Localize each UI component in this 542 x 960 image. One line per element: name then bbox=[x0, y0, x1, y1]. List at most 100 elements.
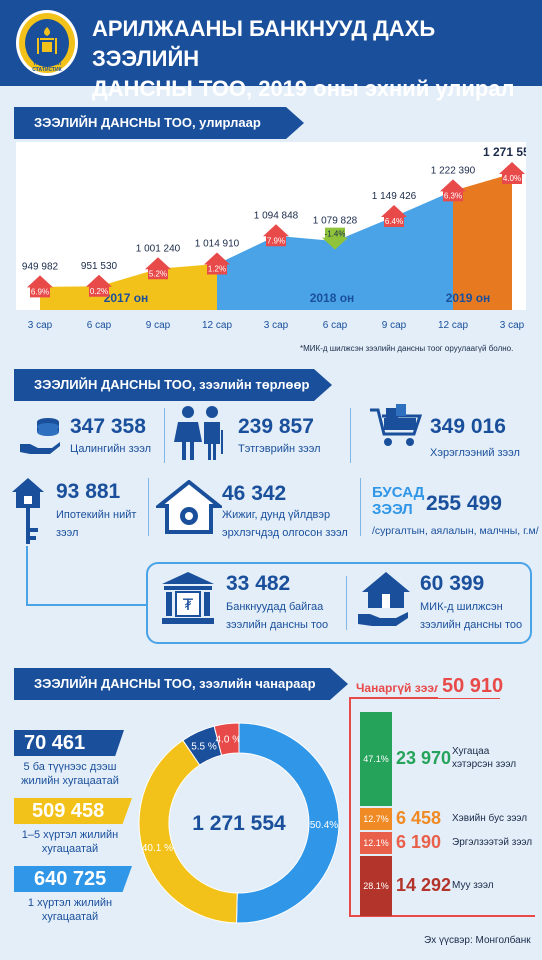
nonperforming-bar: 47.1% bbox=[360, 712, 392, 806]
salary-loan-label: Цалингийн зээл bbox=[70, 443, 152, 455]
svg-text:6.4%: 6.4% bbox=[385, 217, 403, 226]
change-badge: 7.9% bbox=[263, 224, 289, 247]
value-label: 1 001 240 bbox=[136, 243, 181, 254]
x-tick-label: 3 сар bbox=[500, 320, 525, 331]
area-2019 bbox=[453, 172, 512, 310]
svg-text:0.2%: 0.2% bbox=[90, 287, 108, 296]
title-line-2: ДАНСНЫ ТОО, 2019 оны эхний улирал bbox=[92, 76, 515, 101]
mik-loan-label-2: зээлийн дансны тоо bbox=[420, 619, 523, 631]
nonperforming-value: 6 190 bbox=[396, 832, 442, 852]
value-label: 1 014 910 bbox=[195, 238, 240, 249]
year-label: 2017 он bbox=[104, 291, 149, 305]
divider bbox=[164, 408, 165, 463]
value-label: 1 271 554* bbox=[483, 145, 526, 159]
header-banner bbox=[0, 0, 542, 86]
donut-total: 1 271 554 bbox=[192, 812, 286, 835]
item-under1-label-2: хугацаатай bbox=[41, 911, 99, 923]
item-5plus-label-2: жилийн хугацаатай bbox=[21, 775, 119, 787]
x-tick-label: 6 сар bbox=[323, 320, 348, 331]
chart-footnote: *МИК-д шилжсэн зээлийн дансны тоог оруул… bbox=[300, 344, 514, 353]
mortgage-breakdown-box bbox=[146, 562, 532, 644]
x-tick-label: 12 сар bbox=[202, 320, 232, 331]
nonperforming-label-1: Хэвийн бус зээл bbox=[452, 813, 528, 824]
value-label: 1 222 390 bbox=[431, 165, 476, 176]
other-loan-label: /сургалтын, аялалын, малчны, г.м/ bbox=[372, 525, 539, 537]
donut-slice-label: 5.5 % bbox=[191, 742, 217, 753]
item-under1-label-1: 1 хүртэл жилийн bbox=[27, 897, 113, 909]
item-1to5-value: 509 458 bbox=[32, 800, 105, 822]
logo-text: ҮНДЭСНИЙ СТАТИСТИК bbox=[32, 61, 62, 73]
change-badge: 0.2% bbox=[86, 274, 112, 297]
year-label: 2019 он bbox=[446, 291, 491, 305]
svg-text:6.9%: 6.9% bbox=[31, 287, 49, 296]
svg-text:-1.4%: -1.4% bbox=[325, 230, 346, 239]
other-loan-prefix: БУСАД ЗЭЭЛ bbox=[372, 484, 424, 518]
nonperforming-label-2: хэтэрсэн зээл bbox=[452, 759, 517, 770]
bank-loan-label-2: зээлийн дансны тоо bbox=[226, 619, 329, 631]
loan-term-donut: 5.5 %4.0 % 50.4% 40.1 % bbox=[138, 722, 340, 924]
divider bbox=[346, 576, 347, 630]
house-gear-icon bbox=[156, 480, 222, 534]
title-line-1: АРИЛЖААНЫ БАНКНУУД ДАХЬ ЗЭЭЛИЙН bbox=[92, 16, 436, 71]
change-badge: 1.2% bbox=[204, 252, 230, 275]
divider bbox=[148, 478, 149, 536]
other-loan-prefix-1: БУСАД bbox=[372, 484, 425, 501]
section-quality-title: ЗЭЭЛИЙН ДАНСНЫ ТОО, зээлийн чанараар bbox=[14, 668, 348, 700]
x-tick-label: 9 сар bbox=[382, 320, 407, 331]
change-badge: 6.4% bbox=[381, 205, 407, 228]
soyombo-icon bbox=[37, 27, 57, 54]
nonperforming-bar: 28.1% bbox=[360, 856, 392, 916]
divider bbox=[350, 408, 351, 463]
nonperforming-label-1: Муу зээл bbox=[452, 880, 494, 891]
bank-loan-value: 33 482 bbox=[226, 572, 291, 595]
mortgage-loan-label-1: Ипотекийн нийт bbox=[56, 509, 137, 521]
item-under1-bg bbox=[14, 866, 132, 892]
section-quarterly-title: ЗЭЭЛИЙН ДАНСНЫ ТОО, улирлаар bbox=[14, 107, 304, 139]
nonperforming-bracket bbox=[349, 697, 535, 917]
value-label: 1 094 848 bbox=[254, 210, 299, 221]
item-1to5-label: 1–5 хүртэл жилийн хугацаатай bbox=[0, 828, 140, 856]
consumer-loan-label: Хэрэглээний зээл bbox=[430, 447, 520, 459]
sme-loan-label-1: Жижиг, дунд үйлдвэр bbox=[222, 509, 331, 521]
bank-loan-label-1: Банкнуудад байгаа bbox=[226, 601, 324, 613]
quarterly-area-chart: 2017 он 2018 он 2019 он 6.9% 949 982 3 сар 0.2… bbox=[16, 142, 526, 331]
nonperforming-bar: 12.1% bbox=[360, 832, 392, 854]
x-tick-label: 3 сар bbox=[28, 320, 53, 331]
x-tick-label: 6 сар bbox=[87, 320, 112, 331]
donut-slice-label: 4.0 % bbox=[216, 735, 242, 746]
item-under1-label: 1 хүртэл жилийн хугацаатай bbox=[0, 896, 140, 924]
page-title: АРИЛЖААНЫ БАНКНУУД ДАХЬ ЗЭЭЛИЙН ДАНСНЫ Т… bbox=[92, 14, 542, 104]
sme-loan-value: 46 342 bbox=[222, 482, 287, 505]
value-label: 949 982 bbox=[22, 261, 59, 272]
consumer-loan-value: 349 016 bbox=[430, 415, 506, 438]
svg-text:6.3%: 6.3% bbox=[444, 191, 462, 200]
item-5plus-value: 70 461 bbox=[24, 732, 86, 754]
shopping-cart-icon bbox=[370, 404, 423, 446]
item-5plus-label-1: 5 ба түүнээс дээш bbox=[23, 761, 117, 773]
nonperforming-value: 23 970 bbox=[396, 748, 452, 768]
mik-loan-label-1: МИК-д шилжсэн bbox=[420, 601, 503, 613]
value-label: 951 530 bbox=[81, 261, 118, 272]
change-badge: 6.3% bbox=[440, 179, 466, 202]
donut-slice-label: 40.1 % bbox=[142, 843, 173, 854]
connector-line bbox=[26, 604, 148, 606]
divider bbox=[360, 478, 361, 536]
x-tick-label: 12 сар bbox=[438, 320, 468, 331]
svg-text:4.0%: 4.0% bbox=[503, 174, 521, 183]
nonperforming-title: Чанаргүй зээл bbox=[352, 681, 446, 695]
item-under1-value: 640 725 bbox=[34, 868, 107, 890]
coins-hand-icon bbox=[20, 418, 60, 454]
nonperforming-label: Эргэлзээтэй зээл bbox=[452, 836, 532, 849]
item-1to5-label-1: 1–5 хүртэл жилийн bbox=[21, 829, 119, 841]
pension-loan-value: 239 857 bbox=[238, 415, 314, 438]
x-tick-label: 3 сар bbox=[264, 320, 289, 331]
connector-line bbox=[26, 546, 28, 606]
section-type-title: ЗЭЭЛИЙН ДАНСНЫ ТОО, зээлийн төрлөөр bbox=[14, 369, 332, 401]
nonperforming-label: Хугацаа хэтэрсэн зээл bbox=[452, 745, 516, 771]
svg-text:1.2%: 1.2% bbox=[208, 264, 226, 273]
other-loan-value: 255 499 bbox=[426, 492, 502, 515]
item-1to5-bg bbox=[14, 798, 132, 824]
mik-loan-value: 60 399 bbox=[420, 572, 485, 595]
mortgage-loan-value: 93 881 bbox=[56, 480, 121, 503]
source-note: Эх үүсвэр: Монголбанк bbox=[424, 935, 531, 946]
